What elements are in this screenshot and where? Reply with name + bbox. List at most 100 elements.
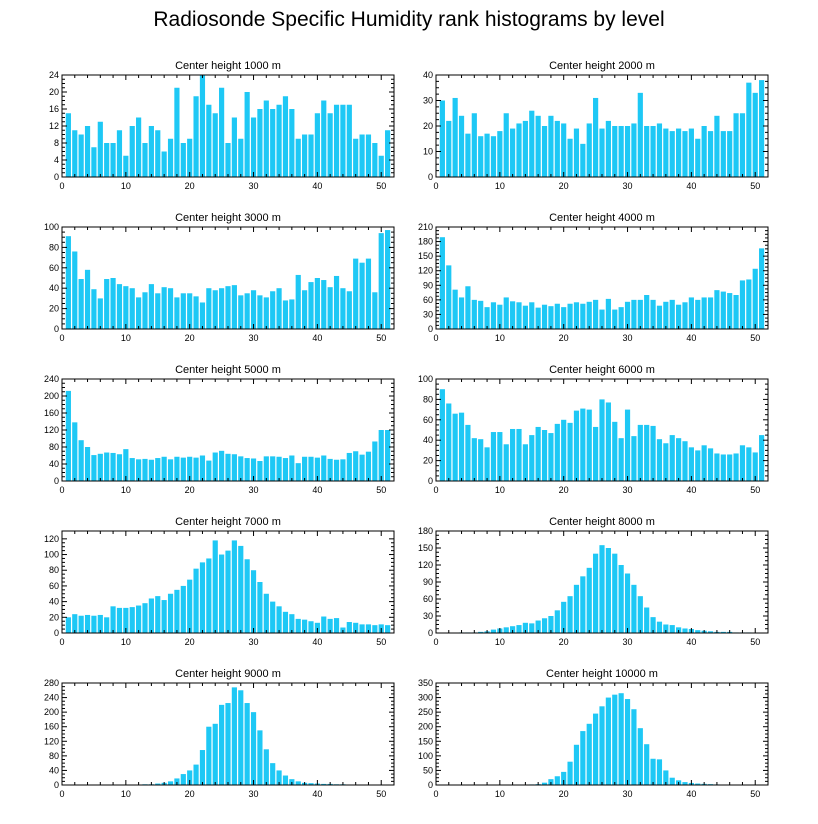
histogram-bar bbox=[104, 452, 110, 481]
histogram-bar bbox=[580, 143, 586, 177]
y-tick-label: 120 bbox=[44, 736, 59, 746]
histogram-bar bbox=[573, 128, 580, 177]
histogram-bar bbox=[714, 290, 720, 329]
histogram-bar bbox=[308, 134, 314, 177]
histogram-bar bbox=[302, 290, 308, 329]
histogram-bar bbox=[346, 104, 352, 177]
x-tick-label: 30 bbox=[249, 637, 259, 647]
histogram-bar bbox=[72, 130, 78, 177]
histogram-bar bbox=[695, 138, 701, 177]
histogram-bar bbox=[225, 143, 231, 177]
x-tick-label: 50 bbox=[376, 181, 386, 191]
histogram-bar bbox=[593, 426, 599, 481]
panel-title: Center height 4000 m bbox=[549, 212, 655, 224]
panel-title: Center height 9000 m bbox=[175, 668, 281, 680]
histogram-bar bbox=[231, 117, 237, 177]
histogram-bar bbox=[631, 584, 637, 633]
histogram-bar bbox=[593, 713, 599, 785]
histogram-panel: Center height 4000 m 0 10 20 30 40 50 0 30 60 90 12… bbox=[418, 212, 769, 343]
histogram-bar bbox=[250, 290, 257, 329]
histogram-bar bbox=[302, 619, 308, 633]
histogram-bar bbox=[199, 455, 206, 481]
x-tick-label: 20 bbox=[185, 637, 195, 647]
histogram-bar bbox=[458, 412, 465, 481]
histogram-bar bbox=[503, 297, 509, 329]
histogram-bar bbox=[270, 456, 276, 481]
histogram-bar bbox=[612, 126, 618, 177]
histogram-bar bbox=[739, 445, 746, 481]
histogram-bar bbox=[759, 248, 765, 329]
histogram-bar bbox=[142, 143, 148, 177]
histogram-bar bbox=[353, 451, 359, 481]
histogram-bar bbox=[91, 615, 97, 633]
histogram-bar bbox=[510, 128, 516, 177]
x-tick-label: 10 bbox=[495, 181, 505, 191]
histogram-bar bbox=[123, 155, 129, 177]
histogram-bar bbox=[180, 293, 186, 329]
histogram-bar bbox=[650, 299, 656, 329]
y-tick-label: 200 bbox=[418, 722, 433, 732]
y-tick-label: 60 bbox=[423, 594, 433, 604]
panel-title: Center height 7000 m bbox=[175, 516, 281, 528]
histogram-bar bbox=[295, 463, 301, 481]
x-tick-label: 30 bbox=[249, 789, 259, 799]
y-tick-label: 80 bbox=[49, 242, 59, 252]
histogram-bar bbox=[446, 120, 452, 177]
histogram-bar bbox=[478, 300, 484, 329]
histogram-bar bbox=[561, 419, 567, 481]
histogram-bar bbox=[452, 97, 458, 177]
y-tick-label: 100 bbox=[418, 374, 433, 384]
histogram-bar bbox=[187, 579, 193, 633]
x-tick-label: 0 bbox=[433, 333, 438, 343]
histogram-bar bbox=[688, 297, 694, 329]
histogram-bar bbox=[644, 744, 650, 785]
histogram-bar bbox=[618, 693, 624, 785]
histogram-bar bbox=[372, 441, 378, 481]
y-tick-label: 150 bbox=[418, 543, 433, 553]
histogram-bar bbox=[136, 117, 142, 177]
y-tick-label: 250 bbox=[418, 707, 433, 717]
histogram-bar bbox=[465, 286, 471, 329]
histogram-bar bbox=[471, 438, 477, 481]
histogram-bar bbox=[136, 297, 142, 329]
histogram-bar bbox=[161, 287, 167, 329]
histogram-bar bbox=[174, 297, 180, 329]
histogram-bar bbox=[110, 143, 116, 177]
histogram-bar bbox=[327, 287, 333, 329]
histogram-bar bbox=[257, 295, 263, 329]
y-tick-label: 180 bbox=[418, 526, 433, 536]
histogram-bar bbox=[155, 596, 161, 633]
histogram-bar bbox=[193, 457, 199, 482]
y-tick-label: 40 bbox=[49, 283, 59, 293]
histogram-bar bbox=[187, 456, 193, 481]
histogram-bar bbox=[739, 280, 746, 329]
histogram-bar bbox=[522, 305, 528, 329]
histogram-bar bbox=[110, 278, 116, 329]
histogram-bar bbox=[321, 616, 327, 633]
histogram-bar bbox=[276, 770, 282, 785]
histogram-bar bbox=[695, 299, 701, 329]
histogram-bar bbox=[701, 126, 707, 177]
histogram-bar bbox=[624, 699, 631, 785]
histogram-bar bbox=[180, 143, 186, 177]
histogram-bar bbox=[206, 726, 212, 785]
y-tick-label: 0 bbox=[54, 172, 59, 182]
histogram-bar bbox=[250, 570, 257, 633]
x-tick-label: 40 bbox=[686, 485, 696, 495]
panel-title: Center height 6000 m bbox=[549, 364, 655, 376]
histogram-bar bbox=[282, 611, 289, 633]
histogram-bar bbox=[270, 291, 276, 329]
y-tick-label: 20 bbox=[49, 87, 59, 97]
histogram-bar bbox=[605, 298, 611, 329]
histogram-bar bbox=[282, 775, 289, 785]
y-tick-label: 80 bbox=[423, 394, 433, 404]
histogram-bar bbox=[631, 709, 637, 785]
histogram-bar bbox=[541, 126, 548, 177]
histogram-bar bbox=[155, 458, 161, 481]
x-tick-label: 0 bbox=[59, 485, 64, 495]
histogram-bar bbox=[295, 274, 301, 329]
y-tick-label: 0 bbox=[54, 780, 59, 790]
histogram-bar bbox=[593, 299, 599, 329]
histogram-bar bbox=[605, 402, 611, 481]
